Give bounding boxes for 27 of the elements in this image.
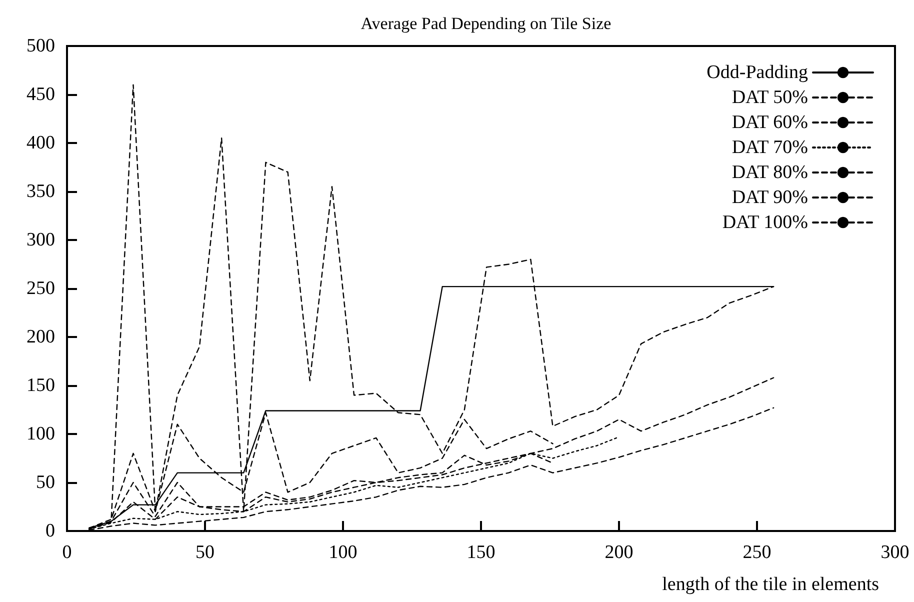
y-tick-label: 0 xyxy=(46,520,55,542)
y-tick-label: 400 xyxy=(26,132,55,154)
legend-label: DAT 60% xyxy=(732,112,808,133)
legend-label: Odd-Padding xyxy=(706,62,808,83)
legend-label: DAT 90% xyxy=(732,187,808,208)
x-tick-label: 50 xyxy=(196,542,214,563)
legend-label: DAT 50% xyxy=(732,87,808,108)
x-tick-label: 250 xyxy=(742,542,772,563)
x-tick-label: 200 xyxy=(604,542,634,563)
y-tick-label: 300 xyxy=(26,230,55,250)
x-tick-label: 300 xyxy=(880,542,910,563)
x-tick-label: 150 xyxy=(466,542,496,563)
x-axis-title: length of the tile in elements xyxy=(662,574,879,595)
y-tick-label: 450 xyxy=(26,84,55,105)
y-tick-label: 200 xyxy=(26,326,55,348)
legend-label: DAT 100% xyxy=(722,212,808,233)
y-tick-label: 50 xyxy=(36,472,55,493)
y-tick-label: 250 xyxy=(26,278,55,299)
x-tick-label: 0 xyxy=(62,542,72,563)
chart-title: Average Pad Depending on Tile Size xyxy=(360,14,612,33)
y-tick-label: 350 xyxy=(26,181,55,202)
y-tick-label: 100 xyxy=(26,424,55,444)
y-tick-label: 150 xyxy=(26,375,55,396)
legend-label: DAT 70% xyxy=(732,137,808,158)
x-tick-label: 100 xyxy=(328,542,358,563)
y-tick-label: 500 xyxy=(26,36,55,56)
legend-label: DAT 80% xyxy=(732,162,808,183)
